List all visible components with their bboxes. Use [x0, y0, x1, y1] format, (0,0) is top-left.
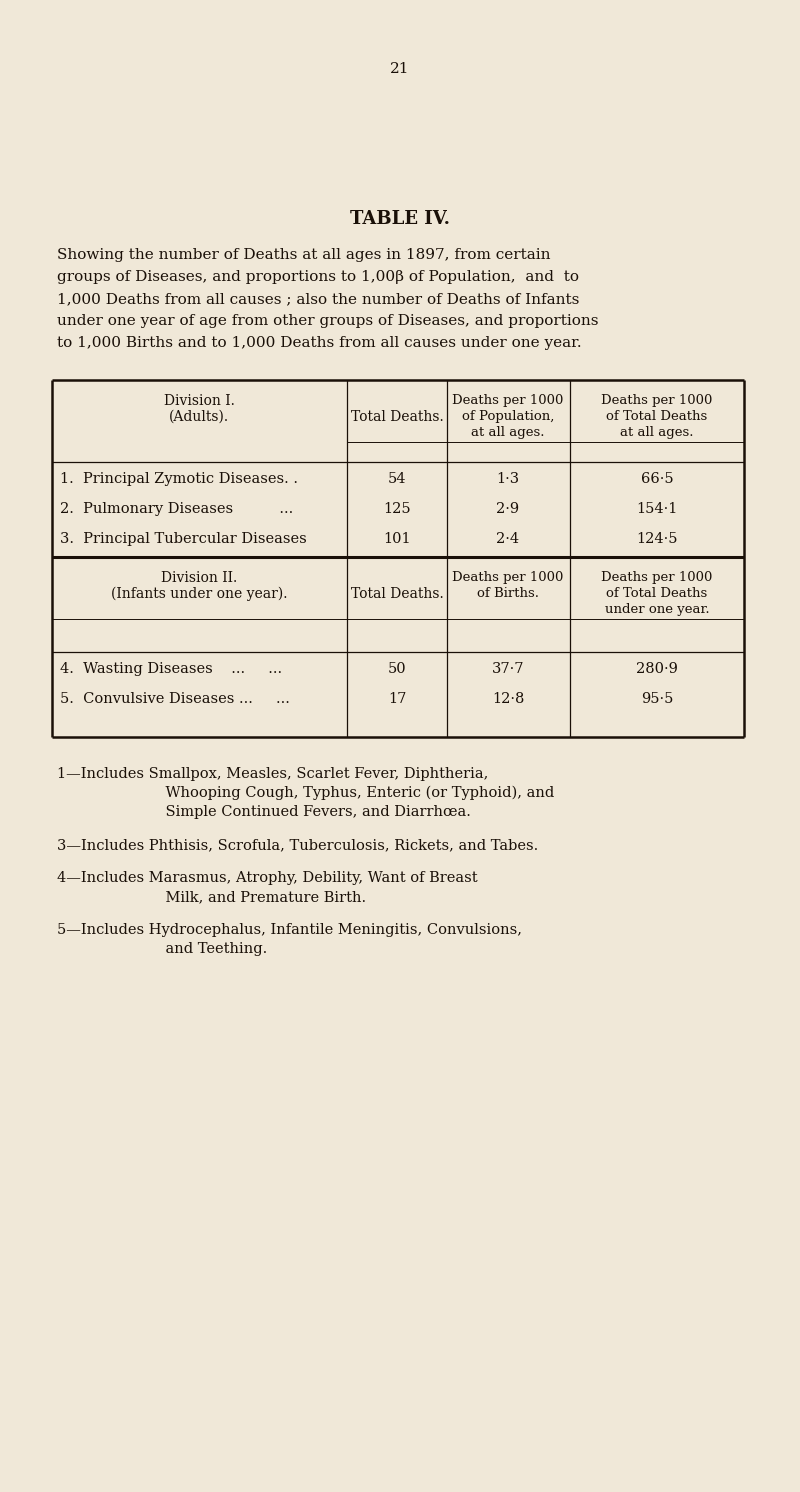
Text: and Teething.: and Teething. — [147, 941, 267, 956]
Text: 50: 50 — [388, 662, 406, 676]
Text: 1,000 Deaths from all causes ; also the number of Deaths of Infants: 1,000 Deaths from all causes ; also the … — [57, 292, 579, 306]
Text: 1.  Principal Zymotic Diseases. .: 1. Principal Zymotic Diseases. . — [60, 471, 298, 486]
Text: Deaths per 1000: Deaths per 1000 — [452, 571, 564, 583]
Text: Division II.: Division II. — [161, 571, 237, 585]
Text: Total Deaths.: Total Deaths. — [350, 410, 443, 424]
Text: 54: 54 — [388, 471, 406, 486]
Text: 1—Includes Smallpox, Measles, Scarlet Fever, Diphtheria,: 1—Includes Smallpox, Measles, Scarlet Fe… — [57, 767, 488, 780]
Text: 2·4: 2·4 — [497, 533, 519, 546]
Text: groups of Diseases, and proportions to 1,00β of Population,  and  to: groups of Diseases, and proportions to 1… — [57, 270, 579, 283]
Text: 2·9: 2·9 — [497, 501, 519, 516]
Text: at all ages.: at all ages. — [471, 427, 545, 439]
Text: 1·3: 1·3 — [497, 471, 519, 486]
Text: Simple Continued Fevers, and Diarrhœa.: Simple Continued Fevers, and Diarrhœa. — [147, 806, 471, 819]
Text: to 1,000 Births and to 1,000 Deaths from all causes under one year.: to 1,000 Births and to 1,000 Deaths from… — [57, 336, 582, 351]
Text: of Total Deaths: of Total Deaths — [606, 586, 708, 600]
Text: 101: 101 — [383, 533, 411, 546]
Text: of Total Deaths: of Total Deaths — [606, 410, 708, 424]
Text: 21: 21 — [390, 63, 410, 76]
Text: 4.  Wasting Diseases    ...     ...: 4. Wasting Diseases ... ... — [60, 662, 282, 676]
Text: (Infants under one year).: (Infants under one year). — [110, 586, 287, 601]
Text: of Births.: of Births. — [477, 586, 539, 600]
Text: Total Deaths.: Total Deaths. — [350, 586, 443, 601]
Text: TABLE IV.: TABLE IV. — [350, 210, 450, 228]
Text: Deaths per 1000: Deaths per 1000 — [602, 571, 713, 583]
Text: 125: 125 — [383, 501, 411, 516]
Text: under one year.: under one year. — [605, 603, 710, 616]
Text: 4—Includes Marasmus, Atrophy, Debility, Want of Breast: 4—Includes Marasmus, Atrophy, Debility, … — [57, 871, 478, 885]
Text: Milk, and Premature Birth.: Milk, and Premature Birth. — [147, 891, 366, 904]
Text: 280·9: 280·9 — [636, 662, 678, 676]
Text: (Adults).: (Adults). — [169, 410, 229, 424]
Text: 3—Includes Phthisis, Scrofula, Tuberculosis, Rickets, and Tabes.: 3—Includes Phthisis, Scrofula, Tuberculo… — [57, 839, 538, 852]
Text: 154·1: 154·1 — [636, 501, 678, 516]
Text: 37·7: 37·7 — [492, 662, 524, 676]
Text: under one year of age from other groups of Diseases, and proportions: under one year of age from other groups … — [57, 313, 598, 328]
Text: 2.  Pulmonary Diseases          ...: 2. Pulmonary Diseases ... — [60, 501, 294, 516]
Text: 95·5: 95·5 — [641, 692, 673, 706]
Text: at all ages.: at all ages. — [620, 427, 694, 439]
Text: Showing the number of Deaths at all ages in 1897, from certain: Showing the number of Deaths at all ages… — [57, 248, 550, 263]
Text: 12·8: 12·8 — [492, 692, 524, 706]
Text: 5.  Convulsive Diseases ...     ...: 5. Convulsive Diseases ... ... — [60, 692, 290, 706]
Text: 5—Includes Hydrocephalus, Infantile Meningitis, Convulsions,: 5—Includes Hydrocephalus, Infantile Meni… — [57, 924, 522, 937]
Text: 17: 17 — [388, 692, 406, 706]
Text: of Population,: of Population, — [462, 410, 554, 424]
Text: 124·5: 124·5 — [636, 533, 678, 546]
Text: Whooping Cough, Typhus, Enteric (or Typhoid), and: Whooping Cough, Typhus, Enteric (or Typh… — [147, 786, 554, 800]
Text: Deaths per 1000: Deaths per 1000 — [602, 394, 713, 407]
Text: Division I.: Division I. — [163, 394, 234, 407]
Text: 3.  Principal Tubercular Diseases: 3. Principal Tubercular Diseases — [60, 533, 306, 546]
Text: Deaths per 1000: Deaths per 1000 — [452, 394, 564, 407]
Text: 66·5: 66·5 — [641, 471, 674, 486]
